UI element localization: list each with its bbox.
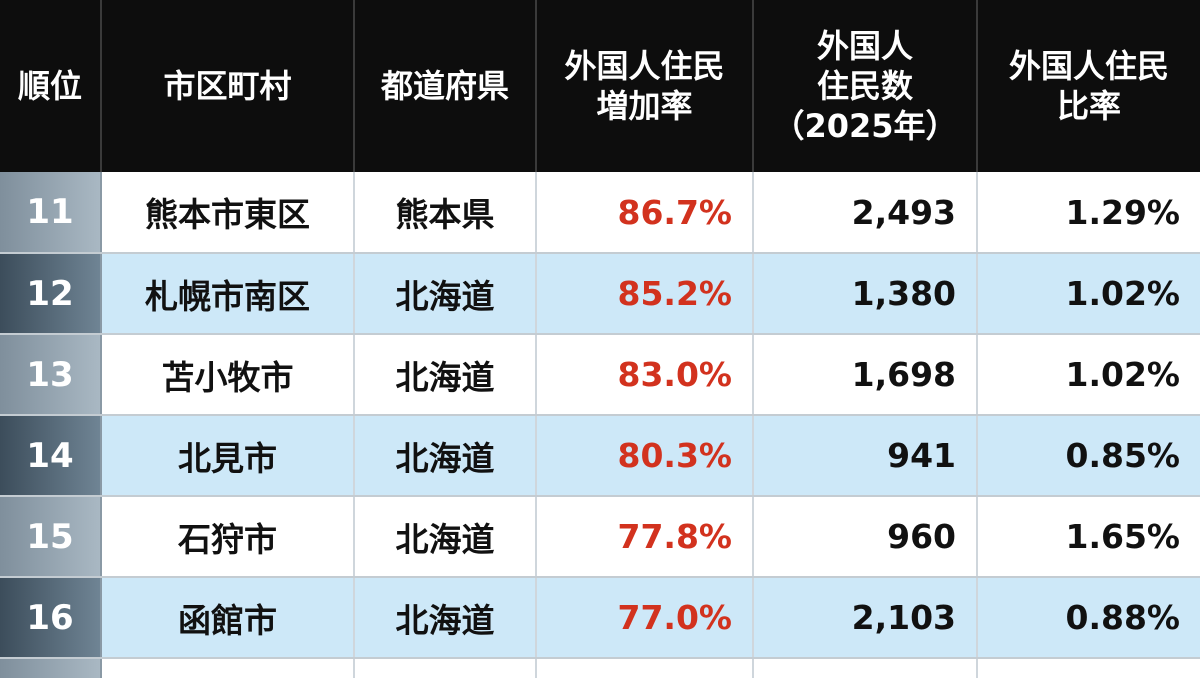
- growth-rate-cell: 83.0%: [536, 334, 754, 416]
- growth-rate-cell: 77.8%: [536, 496, 754, 578]
- city-cell: 熊本市東区: [101, 172, 355, 254]
- resident-count-cell: 1,380: [753, 253, 978, 335]
- resident-ratio-cell: 1.02%: [977, 334, 1200, 416]
- resident-count-cell: 2,103: [753, 577, 978, 659]
- header-prefecture: 都道府県: [354, 0, 537, 172]
- prefecture-cell: 熊本県: [354, 172, 537, 254]
- resident-count-cell: [753, 658, 978, 678]
- table-row: 12 札幌市南区 北海道 85.2% 1,380 1.02%: [0, 253, 1200, 335]
- table-row-cutoff: [0, 658, 1200, 678]
- header-rank: 順位: [0, 0, 102, 172]
- table-row: 15 石狩市 北海道 77.8% 960 1.65%: [0, 496, 1200, 578]
- table-row: 16 函館市 北海道 77.0% 2,103 0.88%: [0, 577, 1200, 659]
- rank-cell: 16: [0, 577, 102, 659]
- city-cell: 北見市: [101, 415, 355, 497]
- resident-ratio-cell: 0.88%: [977, 577, 1200, 659]
- resident-count-cell: 941: [753, 415, 978, 497]
- resident-count-cell: 2,493: [753, 172, 978, 254]
- rank-cell: 12: [0, 253, 102, 335]
- city-cell: 苫小牧市: [101, 334, 355, 416]
- resident-ratio-cell: 1.29%: [977, 172, 1200, 254]
- header-row: 順位 市区町村 都道府県 外国人住民 増加率 外国人 住民数 （2025年） 外…: [0, 0, 1200, 172]
- growth-rate-cell: [536, 658, 754, 678]
- table-row: 14 北見市 北海道 80.3% 941 0.85%: [0, 415, 1200, 497]
- growth-rate-cell: 86.7%: [536, 172, 754, 254]
- table-body: 11 熊本市東区 熊本県 86.7% 2,493 1.29% 12 札幌市南区 …: [0, 172, 1200, 678]
- prefecture-cell: 北海道: [354, 334, 537, 416]
- prefecture-cell: [354, 658, 537, 678]
- prefecture-cell: 北海道: [354, 253, 537, 335]
- table-row: 11 熊本市東区 熊本県 86.7% 2,493 1.29%: [0, 172, 1200, 254]
- city-cell: 函館市: [101, 577, 355, 659]
- rank-cell: 14: [0, 415, 102, 497]
- header-resident-count: 外国人 住民数 （2025年）: [753, 0, 978, 172]
- city-cell: 札幌市南区: [101, 253, 355, 335]
- prefecture-cell: 北海道: [354, 415, 537, 497]
- city-cell: 石狩市: [101, 496, 355, 578]
- rank-cell: 15: [0, 496, 102, 578]
- growth-rate-cell: 85.2%: [536, 253, 754, 335]
- table-row: 13 苫小牧市 北海道 83.0% 1,698 1.02%: [0, 334, 1200, 416]
- resident-ratio-cell: [977, 658, 1200, 678]
- prefecture-cell: 北海道: [354, 577, 537, 659]
- resident-count-cell: 1,698: [753, 334, 978, 416]
- table-header: 順位 市区町村 都道府県 外国人住民 増加率 外国人 住民数 （2025年） 外…: [0, 0, 1200, 172]
- prefecture-cell: 北海道: [354, 496, 537, 578]
- city-cell: [101, 658, 355, 678]
- rank-cell: [0, 658, 102, 678]
- resident-ratio-cell: 1.65%: [977, 496, 1200, 578]
- header-resident-ratio: 外国人住民 比率: [977, 0, 1200, 172]
- rank-cell: 13: [0, 334, 102, 416]
- resident-ratio-cell: 1.02%: [977, 253, 1200, 335]
- header-city: 市区町村: [101, 0, 355, 172]
- resident-ratio-cell: 0.85%: [977, 415, 1200, 497]
- rank-cell: 11: [0, 172, 102, 254]
- header-growth-rate: 外国人住民 増加率: [536, 0, 754, 172]
- growth-rate-cell: 77.0%: [536, 577, 754, 659]
- resident-count-cell: 960: [753, 496, 978, 578]
- growth-rate-cell: 80.3%: [536, 415, 754, 497]
